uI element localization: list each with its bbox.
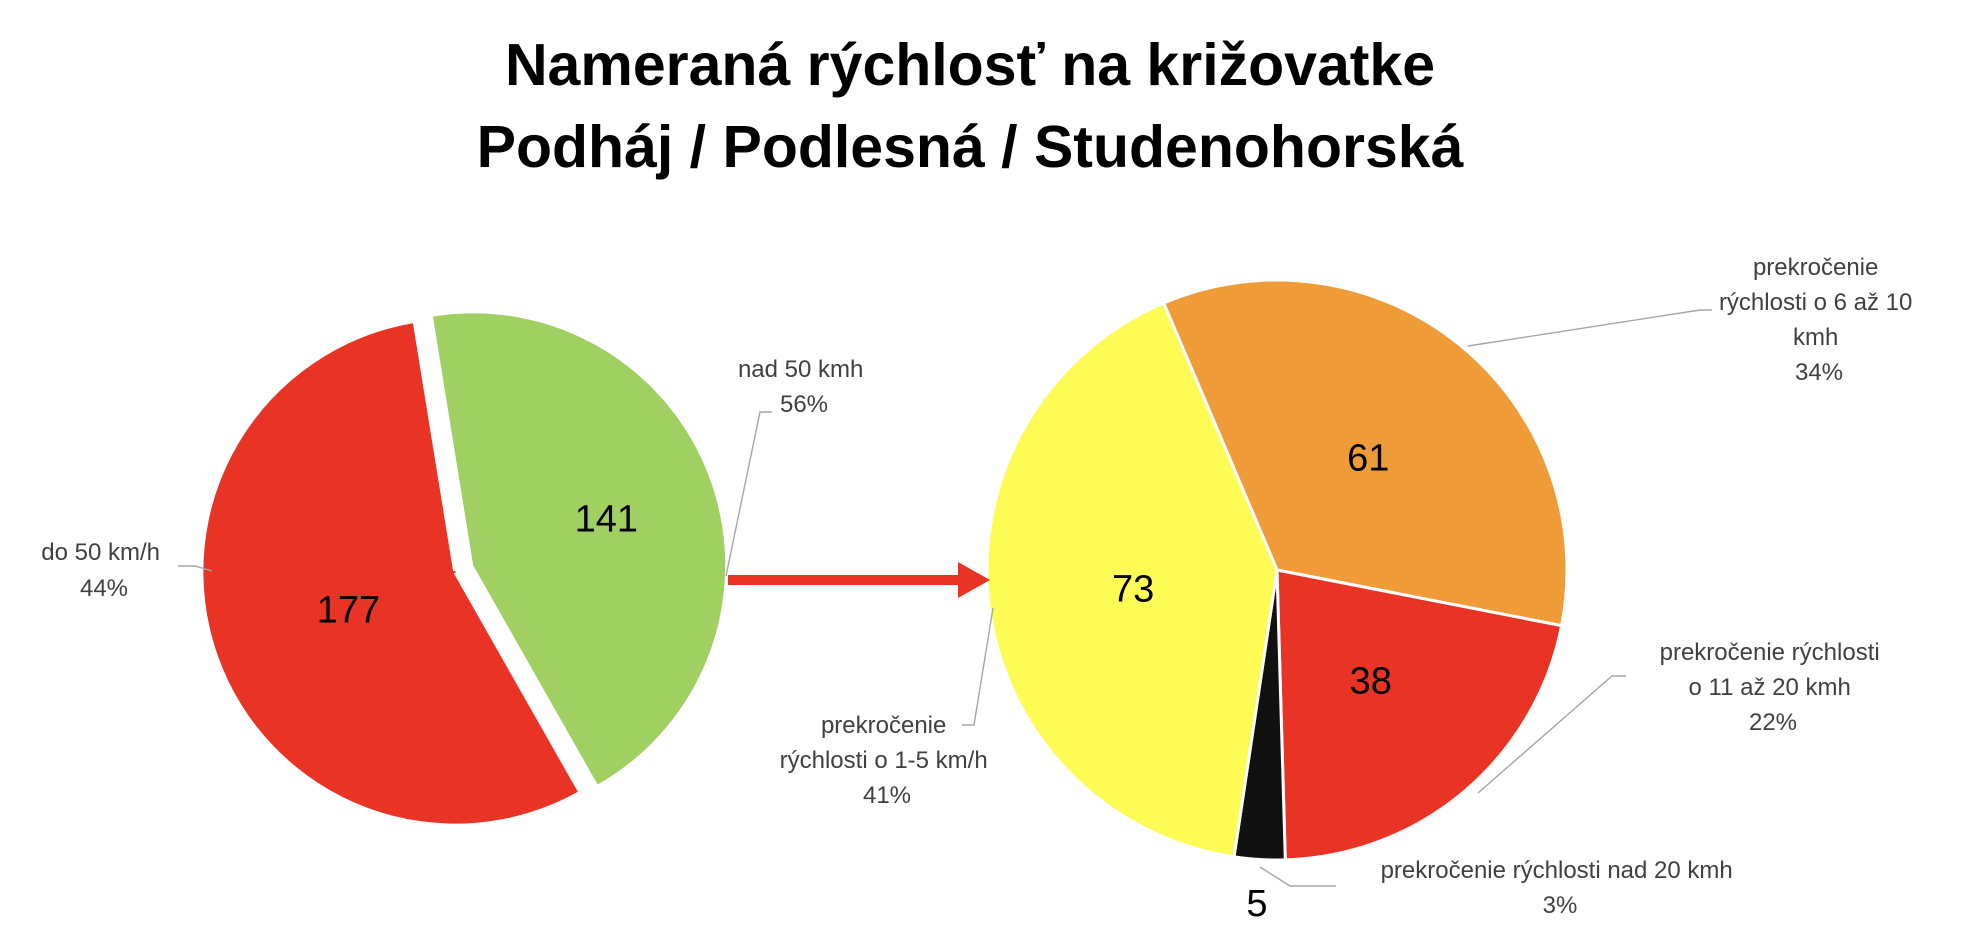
leader-line-1-5 (962, 607, 994, 726)
leader-lines (178, 309, 1712, 887)
chart-title-line-1: Nameraná rýchlosť na križovatke (504, 32, 1436, 98)
slice-do-50 (432, 313, 726, 785)
leader-line-nad-50 (725, 411, 772, 577)
slice-1-5 (985, 301, 1279, 859)
slice-gap-0 (409, 300, 467, 572)
label-11-20: prekročenie rýchlosti o 11 až 20 kmh 22% (1660, 639, 1887, 736)
slice-nad-50-value: 177 (317, 589, 380, 631)
slice-1-5-value: 73 (1112, 568, 1154, 610)
slice-nad-50 (203, 322, 580, 824)
slice-nad-20-value: 5 (1246, 883, 1267, 925)
chart-title-line-2: Podháj / Podlesná / Studenohorská (476, 114, 1464, 180)
slice-gap-1 (453, 566, 601, 811)
slice-11-20-value: 38 (1350, 661, 1392, 703)
label-do-50: do 50 km/h 44% (41, 539, 166, 602)
leader-line-6-10 (1467, 309, 1712, 347)
pie-chart-overall: 141 177 (203, 300, 726, 824)
label-nad-20: prekročenie rýchlosti nad 20 kmh 3% (1381, 857, 1740, 919)
label-nad-50: nad 50 kmh 56% (738, 356, 870, 418)
label-6-10: prekročenie rýchlosti o 6 až 10 kmh 34% (1719, 254, 1919, 386)
leader-line-11-20 (1477, 675, 1626, 794)
chart-title: Nameraná rýchlosť na križovatke Podháj /… (0, 24, 1940, 188)
slice-11-20 (1275, 568, 1564, 862)
slice-do-50-value: 141 (575, 499, 638, 541)
leader-line-nad-20 (1259, 866, 1336, 887)
pie-chart-over-limit: 61 38 5 73 (985, 278, 1569, 925)
label-1-5: prekročenie rýchlosti o 1-5 km/h 41% (780, 712, 995, 809)
arrow-right-icon (728, 562, 990, 598)
slice-6-10-value: 61 (1347, 437, 1389, 479)
leader-line-do-50 (178, 565, 213, 572)
